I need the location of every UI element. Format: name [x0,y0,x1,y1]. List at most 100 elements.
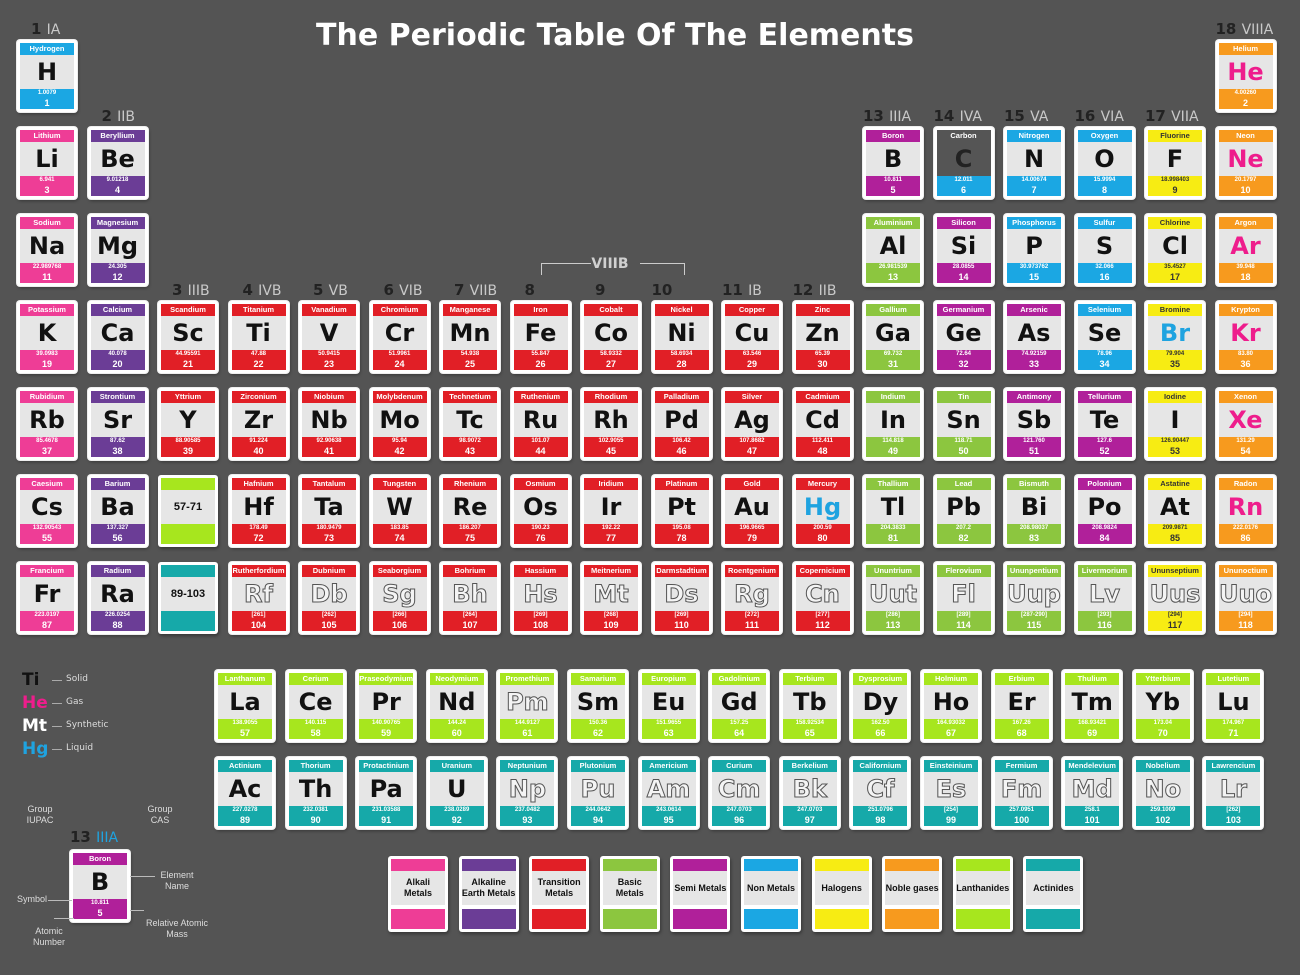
element-tile-os[interactable]: Osmium Os 190.23 76 [510,475,571,547]
element-tile-in[interactable]: Indium In 114.818 49 [863,388,923,460]
element-tile-rf[interactable]: Rutherfordium Rf [261] 104 [228,562,289,634]
element-tile-fe[interactable]: Iron Fe 55.847 26 [510,301,571,373]
element-tile-tc[interactable]: Technetium Tc 98.9072 43 [440,388,500,460]
element-tile-al[interactable]: Aluminium Al 26.981539 13 [863,214,923,286]
element-tile-as[interactable]: Arsenic As 74.92159 33 [1004,301,1064,373]
element-tile-uus[interactable]: Ununseptium Uus [294] 117 [1145,562,1205,634]
element-tile-nb[interactable]: Niobium Nb 92.90638 41 [299,388,359,460]
element-tile-rb[interactable]: Rubidium Rb 85.4678 37 [17,388,77,460]
element-tile-br[interactable]: Bromine Br 79.904 35 [1145,301,1205,373]
element-tile-lu[interactable]: Lutetium Lu 174.967 71 [1203,670,1264,742]
element-tile-rg[interactable]: Roentgenium Rg [272] 111 [722,562,782,634]
element-tile-lv[interactable]: Livermorium Lv [293] 116 [1074,562,1135,634]
element-tile-cm[interactable]: Curium Cm 247.0703 96 [709,757,770,829]
element-tile-ds[interactable]: Darmstadtium Ds [269] 110 [651,562,712,634]
element-tile-pa[interactable]: Protactinium Pa 231.03588 91 [356,757,417,829]
element-tile-ne[interactable]: Neon Ne 20.1797 10 [1215,127,1276,199]
element-tile-sc[interactable]: Scandium Sc 44.95591 21 [158,301,218,373]
element-tile-ca[interactable]: Calcium Ca 40.078 20 [87,301,148,373]
element-tile-tm[interactable]: Thulium Tm 168.93421 69 [1062,670,1123,742]
element-tile-bi[interactable]: Bismuth Bi 208.98037 83 [1004,475,1064,547]
element-tile-uup[interactable]: Ununpentium Uup [287-290] 115 [1004,562,1064,634]
element-tile-p[interactable]: Phosphorus P 30.973762 15 [1004,214,1064,286]
element-tile-ti[interactable]: Titanium Ti 47.88 22 [228,301,289,373]
element-tile-pu[interactable]: Plutonium Pu 244.0642 94 [568,757,628,829]
element-tile-es[interactable]: Einsteinium Es [254] 99 [921,757,981,829]
element-tile-sr[interactable]: Strontium Sr 87.62 38 [87,388,148,460]
element-tile-mo[interactable]: Molybdenum Mo 95.94 42 [369,388,430,460]
element-tile-fm[interactable]: Fermium Fm 257.0951 100 [991,757,1052,829]
element-tile-v[interactable]: Vanadium V 50.9415 23 [299,301,359,373]
element-tile-mn[interactable]: Manganese Mn 54.938 25 [440,301,500,373]
element-tile-md[interactable]: Mendelevium Md 258.1 101 [1062,757,1123,829]
element-tile-ni[interactable]: Nickel Ni 58.6934 28 [651,301,712,373]
element-tile-nd[interactable]: Neodymium Nd 144.24 60 [426,670,487,742]
element-tile-ho[interactable]: Holmium Ho 164.93032 67 [921,670,981,742]
element-tile-ag[interactable]: Silver Ag 107.8682 47 [722,388,782,460]
element-tile-au[interactable]: Gold Au 196.9665 79 [722,475,782,547]
element-tile-te[interactable]: Tellurium Te 127.6 52 [1074,388,1135,460]
element-tile-db[interactable]: Dubnium Db [262] 105 [299,562,359,634]
element-tile-cd[interactable]: Cadmium Cd 112.411 48 [792,388,853,460]
element-tile-bh[interactable]: Bohrium Bh [264] 107 [440,562,500,634]
element-tile-sg[interactable]: Seaborgium Sg [266] 106 [369,562,430,634]
element-tile-er[interactable]: Erbium Er 167.26 68 [991,670,1052,742]
element-tile-am[interactable]: Americium Am 243.0614 95 [638,757,699,829]
element-tile-lr[interactable]: Lawrencium Lr [262] 103 [1203,757,1264,829]
element-tile-yb[interactable]: Ytterbium Yb 173.04 70 [1132,670,1193,742]
element-tile-pr[interactable]: Praseodymium Pr 140.90765 59 [356,670,417,742]
element-tile-ba[interactable]: Barium Ba 137.327 56 [87,475,148,547]
element-tile-ar[interactable]: Argon Ar 39.948 18 [1215,214,1276,286]
element-tile-rh[interactable]: Rhodium Rh 102.9055 45 [581,388,641,460]
element-tile-k[interactable]: Potassium K 39.0983 19 [17,301,77,373]
element-tile-ge[interactable]: Germanium Ge 72.64 32 [933,301,994,373]
element-tile-y[interactable]: Yttrium Y 88.90585 39 [158,388,218,460]
element-tile-be[interactable]: Beryllium Be 9.01218 4 [87,127,148,199]
element-tile-li[interactable]: Lithium Li 6.941 3 [17,127,77,199]
element-tile-ce[interactable]: Cerium Ce 140.115 58 [285,670,346,742]
element-tile-fr[interactable]: Francium Fr 223.0197 87 [17,562,77,634]
element-tile-mg[interactable]: Magnesium Mg 24.305 12 [87,214,148,286]
element-tile-uut[interactable]: Ununtrium Uut [286] 113 [863,562,923,634]
element-tile-na[interactable]: Sodium Na 22.989768 11 [17,214,77,286]
element-tile-ir[interactable]: Iridium Ir 192.22 77 [581,475,641,547]
element-tile-h[interactable]: Hydrogen H 1.0079 1 [17,40,77,112]
element-tile-n[interactable]: Nitrogen N 14.00674 7 [1004,127,1064,199]
element-tile-se[interactable]: Selenium Se 78.96 34 [1074,301,1135,373]
element-tile-fl[interactable]: Flerovium Fl [289] 114 [933,562,994,634]
element-tile-np[interactable]: Neptunium Np 237.0482 93 [497,757,558,829]
element-tile-tb[interactable]: Terbium Tb 158.92534 65 [779,670,840,742]
element-tile-at[interactable]: Astatine At 209.9871 85 [1145,475,1205,547]
element-tile-uuo[interactable]: Ununoctium Uuo [294] 118 [1215,562,1276,634]
element-tile-tl[interactable]: Thallium Tl 204.3833 81 [863,475,923,547]
element-tile-co[interactable]: Cobalt Co 58.9332 27 [581,301,641,373]
element-tile-cn[interactable]: Copernicium Cn [277] 112 [792,562,853,634]
element-tile-pm[interactable]: Promethium Pm 144.9127 61 [497,670,558,742]
element-tile-zn[interactable]: Zinc Zn 65.39 30 [792,301,853,373]
element-tile-hg[interactable]: Mercury Hg 200.59 80 [792,475,853,547]
element-tile-la[interactable]: Lanthanum La 138.9055 57 [215,670,275,742]
element-tile-ac[interactable]: Actinium Ac 227.0278 89 [215,757,275,829]
element-tile-ra[interactable]: Radium Ra 226.0254 88 [87,562,148,634]
element-tile-sb[interactable]: Antimony Sb 121.760 51 [1004,388,1064,460]
element-tile-si[interactable]: Silicon Si 28.0855 14 [933,214,994,286]
element-tile-xe[interactable]: Xenon Xe 131.29 54 [1215,388,1276,460]
element-tile-sn[interactable]: Tin Sn 118.71 50 [933,388,994,460]
element-tile-th[interactable]: Thorium Th 232.0381 90 [285,757,346,829]
element-tile-s[interactable]: Sulfur S 32.066 16 [1074,214,1135,286]
element-tile-pt[interactable]: Platinum Pt 195.08 78 [651,475,712,547]
element-tile-po[interactable]: Polonium Po 208.9824 84 [1074,475,1135,547]
element-tile-pd[interactable]: Palladium Pd 106.42 46 [651,388,712,460]
element-tile-hs[interactable]: Hassium Hs [269] 108 [510,562,571,634]
element-tile-cs[interactable]: Caesium Cs 132.90543 55 [17,475,77,547]
element-tile-bk[interactable]: Berkelium Bk 247.0703 97 [779,757,840,829]
element-tile-sm[interactable]: Samarium Sm 150.36 62 [568,670,628,742]
element-tile-cl[interactable]: Chlorine Cl 35.4527 17 [1145,214,1205,286]
element-tile-gd[interactable]: Gadolinium Gd 157.25 64 [709,670,770,742]
element-tile-ta[interactable]: Tantalum Ta 180.9479 73 [299,475,359,547]
element-tile-he[interactable]: Helium He 4.00260 2 [1215,40,1276,112]
element-tile-f[interactable]: Fluorine F 18.998403 9 [1145,127,1205,199]
element-tile-o[interactable]: Oxygen O 15.9994 8 [1074,127,1135,199]
element-tile-rn[interactable]: Radon Rn 222.0176 86 [1215,475,1276,547]
element-tile-c[interactable]: Carbon C 12.011 6 [933,127,994,199]
